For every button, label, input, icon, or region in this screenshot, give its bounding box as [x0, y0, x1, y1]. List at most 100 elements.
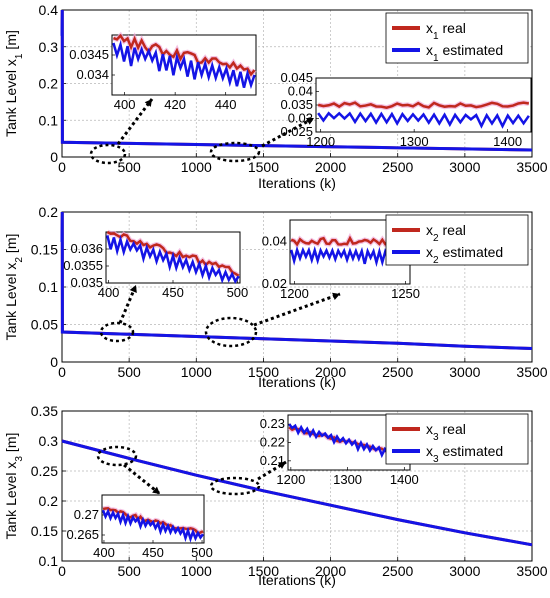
inset-x-tick-label: 1300	[400, 134, 429, 149]
x-axis-label: Iterations (k)	[258, 175, 336, 191]
zoom-callout-ellipse	[96, 445, 138, 467]
inset-x-tick-label: 1200	[306, 134, 335, 149]
inset-y-tick-label: 0.04	[288, 84, 313, 99]
y-tick-label: 0.1	[39, 279, 59, 295]
inset-line-estimated	[317, 111, 530, 129]
x-tick-label: 500	[117, 563, 141, 579]
series-line-estimated	[60, 211, 533, 350]
x-tick-label: 2000	[315, 159, 346, 175]
legend-box	[385, 214, 529, 266]
x-tick-label: 2000	[315, 364, 346, 380]
y-tick-label: 0.15	[31, 523, 58, 539]
x-tick-label: 500	[117, 364, 141, 380]
inset-x-tick-label: 400	[114, 97, 136, 112]
zoom-callout-arrowhead	[278, 462, 286, 469]
x-tick-label: 3000	[449, 563, 480, 579]
inset-x-tick-label: 1400	[493, 134, 522, 149]
legend-label-estimated: x2 estimated	[426, 244, 503, 266]
inset-x-tick-label: 1200	[276, 472, 305, 487]
x-axis-label: Iterations (k)	[258, 374, 336, 390]
inset-x2-2: 1200 1250 0.02 0.04	[262, 219, 420, 301]
inset-y-tick-label: 0.035	[70, 275, 103, 290]
zoom-callout-arrowhead	[306, 117, 314, 125]
inset-x-tick-label: 500	[191, 545, 213, 560]
y-tick-label: 0	[50, 149, 58, 165]
inset-y-tick-label: 0.02	[262, 276, 287, 291]
x-tick-label: 3000	[449, 364, 480, 380]
inset-x-tick-label: 450	[142, 545, 164, 560]
inset-x3-1: 400 450 500 0.265 0.27	[66, 494, 213, 560]
inset-x-tick-label: 450	[162, 285, 184, 300]
x-tick-label: 0	[58, 364, 66, 380]
legend-label-estimated: x1 estimated	[426, 42, 503, 64]
inset-line-real	[317, 101, 530, 109]
inset-x-tick-label: 400	[93, 545, 115, 560]
x-tick-label: 1000	[181, 159, 212, 175]
chart-x1: 0 500 1000 1500 2000 2500 3000 3500 0 0.1 0.2 0.3 0.…	[3, 2, 548, 191]
y-tick-label: 0.05	[31, 317, 58, 333]
inset-y-tick-label: 0.045	[280, 70, 313, 85]
x-tick-label: 2000	[315, 563, 346, 579]
y-tick-label: 0	[50, 354, 58, 370]
zoom-callout-arrow	[261, 116, 315, 148]
zoom-callout-ellipse	[99, 321, 135, 343]
legend-label-real: x2 real	[426, 222, 466, 244]
x-tick-label: 2500	[382, 159, 413, 175]
inset-line-real	[112, 33, 256, 77]
y-tick-label: 0.2	[39, 204, 59, 220]
inset-x-tick-label: 1250	[391, 286, 420, 301]
x-axis-label: Iterations (k)	[258, 572, 336, 588]
x-tick-label: 1000	[181, 563, 212, 579]
plot-frame	[61, 410, 533, 562]
inset-y-tick-label: 0.265	[66, 527, 99, 542]
y-axis-label: Tank Level x1 [m]	[3, 30, 25, 137]
x-tick-label: 3500	[516, 563, 547, 579]
inset-y-tick-label: 0.0355	[63, 258, 103, 273]
inset-line-estimated	[101, 508, 204, 543]
y-tick-label: 0.3	[39, 39, 59, 55]
x-tick-label: 3500	[516, 364, 547, 380]
inset-x-tick-label: 1300	[333, 472, 362, 487]
zoom-callout-ellipse	[204, 316, 258, 348]
y-tick-label: 0.4	[39, 2, 59, 18]
zoom-callout-arrowhead	[332, 292, 340, 300]
zoom-callout-arrowhead	[152, 486, 160, 494]
x-tick-label: 500	[117, 159, 141, 175]
zoom-callout-ellipse	[209, 141, 261, 163]
series-line-estimated	[60, 9, 533, 152]
zoom-callout-arrow	[118, 284, 138, 324]
x-tick-label: 1500	[248, 364, 279, 380]
inset-y-tick-label: 0.025	[280, 124, 313, 139]
zoom-callout-arrowhead	[144, 99, 152, 107]
y-tick-label: 0.1	[39, 553, 59, 569]
y-tick-label: 0.15	[31, 242, 58, 258]
inset-x-tick-label: 1400	[390, 472, 419, 487]
legend-label-real: x1 real	[426, 20, 466, 42]
inset-y-tick-label: 0.04	[262, 233, 287, 248]
x-tick-label: 3000	[449, 159, 480, 175]
y-axis-label: Tank Level x2 [m]	[3, 234, 25, 341]
inset-line-estimated	[106, 234, 240, 285]
chart-x2: 0 500 1000 1500 2000 2500 3000 3500 0 0.05 0.1 0.15…	[3, 204, 548, 390]
inset-y-tick-label: 0.21	[260, 453, 285, 468]
inset-y-tick-label: 0.035	[280, 97, 313, 112]
y-axis-label: Tank Level x3 [m]	[3, 433, 25, 540]
inset-x-tick-label: 420	[164, 97, 186, 112]
inset-x-tick-label: 1200	[280, 286, 309, 301]
zoom-callout-arrowhead	[129, 285, 137, 293]
x-tick-label: 3500	[516, 159, 547, 175]
y-tick-label: 0.1	[39, 112, 59, 128]
legend-label-estimated: x3 estimated	[426, 443, 503, 465]
y-tick-label: 0.2	[39, 76, 59, 92]
inset-line-estimated	[112, 39, 256, 90]
inset-y-tick-label: 0.034	[76, 67, 109, 82]
legend-label-real: x3 real	[426, 421, 466, 443]
inset-x-tick-label: 400	[98, 285, 120, 300]
x-tick-label: 1500	[248, 159, 279, 175]
inset-y-tick-label: 0.23	[260, 416, 285, 431]
x-tick-label: 2500	[382, 364, 413, 380]
